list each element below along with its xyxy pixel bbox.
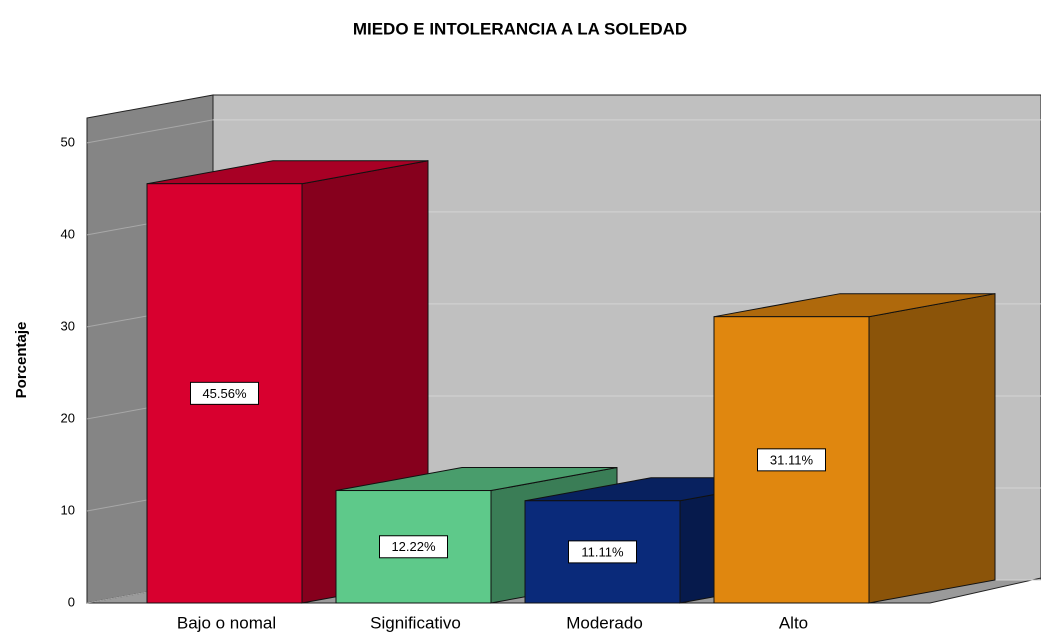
value-label-box [379,535,448,559]
x-tick-label: Moderado [566,613,643,632]
y-axis-label: Porcentaje [13,322,30,399]
y-tick-label: 30 [61,318,75,333]
grid-line [86,119,214,144]
y-tick-label: 50 [61,134,75,149]
x-tick-label: Alto [779,613,808,632]
y-tick-label: 0 [68,594,75,609]
y-tick-label: 40 [61,226,75,241]
value-label-box [757,448,826,472]
value-label-box [568,540,637,564]
y-tick-label: 20 [61,410,75,425]
x-tick-label: Bajo o nomal [177,613,276,632]
value-label: 11.11% [581,544,624,559]
value-label: 31.11% [770,452,814,467]
bar-side [868,293,996,604]
chart-title: MIEDO E INTOLERANCIA A LA SOLEDAD [353,19,687,38]
value-label-box [190,381,259,405]
value-label: 45.56% [202,386,247,401]
value-label: 12.22% [391,539,436,554]
x-tick-label: Significativo [370,613,461,632]
y-tick-label: 10 [61,502,75,517]
